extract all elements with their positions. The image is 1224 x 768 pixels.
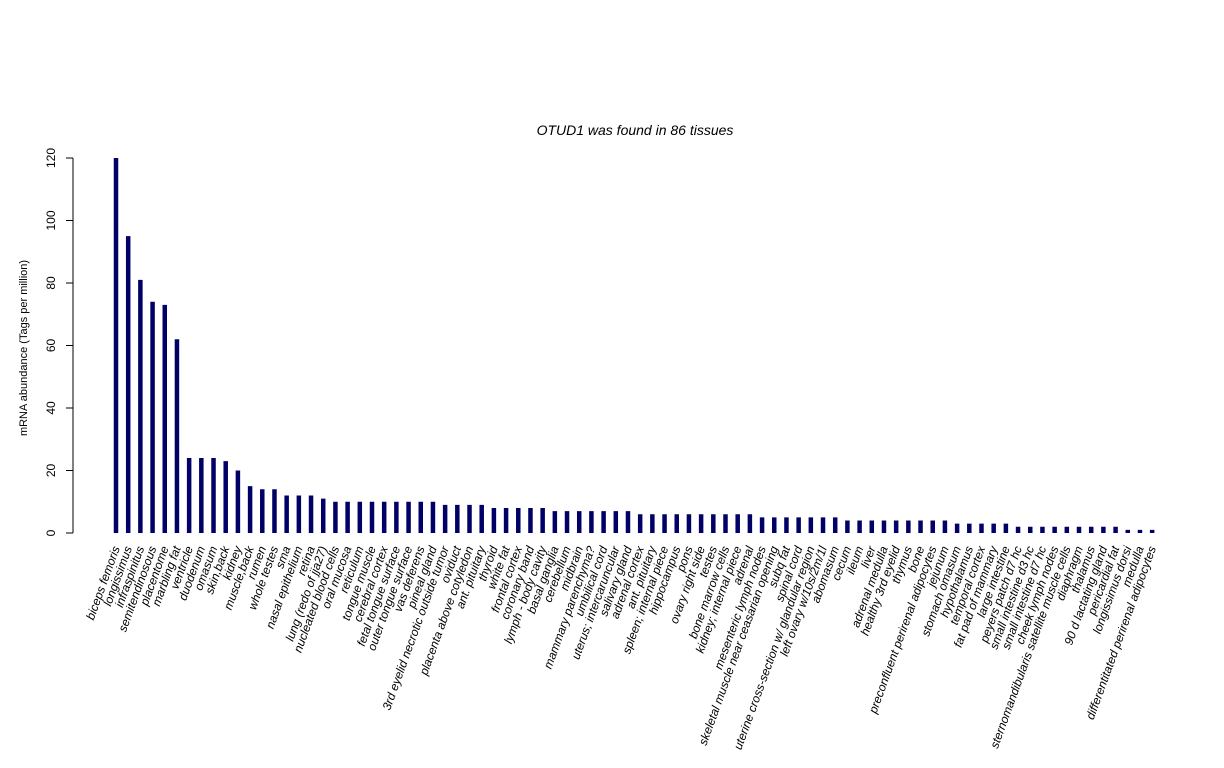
bar: [1101, 526, 1106, 533]
y-tick-label: 20: [44, 464, 58, 478]
bar: [1015, 526, 1021, 533]
bar: [1076, 526, 1082, 533]
bar: [747, 514, 753, 533]
x-tick-labels: biceps femorislongissimusinfraspinitusse…: [83, 543, 1159, 751]
bar: [796, 517, 801, 533]
y-tick-label: 0: [44, 529, 58, 536]
bars-group: [113, 158, 1155, 533]
bar: [869, 520, 875, 533]
bar: [625, 511, 631, 533]
bar: [235, 470, 241, 533]
bar: [723, 514, 728, 533]
bar: [979, 523, 984, 533]
bar: [1149, 529, 1155, 533]
bar: [552, 511, 558, 533]
bar: [125, 236, 131, 533]
bar: [881, 520, 887, 533]
bar: [772, 517, 777, 533]
bar: [516, 508, 521, 533]
bar: [1113, 526, 1118, 533]
y-axis: 0 20 40 60 80 100 120: [44, 148, 74, 536]
bar: [442, 504, 448, 533]
bar: [991, 523, 996, 533]
chart-title: OTUD1 was found in 86 tissues: [537, 122, 734, 138]
bar: [260, 489, 265, 533]
bar: [967, 523, 972, 533]
bar: [467, 504, 472, 533]
bar: [906, 520, 911, 533]
bar: [613, 511, 619, 533]
bar: [1137, 529, 1143, 533]
bar: [832, 517, 838, 533]
y-axis-label: mRNA abundance (Tags per million): [18, 260, 30, 436]
y-tick-label: 60: [44, 339, 58, 353]
bar: [942, 520, 948, 533]
bar: [247, 486, 253, 533]
bar: [662, 514, 667, 533]
bar: [308, 495, 314, 533]
bar: [394, 501, 399, 533]
bar: [735, 514, 740, 533]
bar: [357, 501, 363, 533]
bar: [528, 508, 533, 533]
bar: [150, 301, 155, 533]
bar: [918, 520, 923, 533]
bar: [1028, 526, 1033, 533]
bar: [113, 158, 119, 533]
bar: [284, 495, 289, 533]
bar: [893, 520, 899, 533]
bar: [430, 501, 436, 533]
bar: [759, 517, 765, 533]
bar: [272, 489, 277, 533]
bar: [1064, 526, 1070, 533]
bar: [576, 511, 582, 533]
bar: [711, 514, 716, 533]
bar: [296, 495, 302, 533]
bar: [784, 517, 789, 533]
bar: [954, 523, 960, 533]
y-tick-label: 40: [44, 401, 58, 415]
bar: [162, 304, 168, 533]
bar: [930, 520, 935, 533]
bar: [650, 514, 655, 533]
bar: [857, 520, 862, 533]
bar: [589, 511, 594, 533]
bar: [503, 508, 509, 533]
bar: [845, 520, 850, 533]
bar: [808, 517, 814, 533]
bar: [381, 501, 387, 533]
bar: [674, 514, 679, 533]
bar: [186, 458, 192, 533]
bar: [1125, 529, 1131, 533]
y-tick-label: 80: [44, 276, 58, 290]
bar: [174, 339, 180, 533]
bar: [333, 501, 338, 533]
bar: [406, 501, 411, 533]
bar: [1088, 526, 1094, 533]
bar: [369, 501, 375, 533]
bar: [564, 511, 570, 533]
bar: [698, 514, 704, 533]
bar: [345, 501, 350, 533]
bar: [320, 498, 326, 533]
y-tick-label: 100: [44, 210, 58, 230]
bar: [601, 511, 606, 533]
bar: [820, 517, 826, 533]
bar: [199, 458, 204, 533]
bar: [637, 514, 643, 533]
bar: [491, 508, 497, 533]
bar: [686, 514, 692, 533]
bar: [223, 461, 228, 533]
bar: [1040, 526, 1045, 533]
bar: [479, 504, 484, 533]
bar: [540, 508, 545, 533]
bar: [418, 501, 423, 533]
bar: [1003, 523, 1009, 533]
bar: [138, 279, 143, 533]
bar: [1052, 526, 1057, 533]
bar: [455, 504, 460, 533]
bar: [211, 458, 216, 533]
y-tick-label: 120: [44, 148, 58, 168]
